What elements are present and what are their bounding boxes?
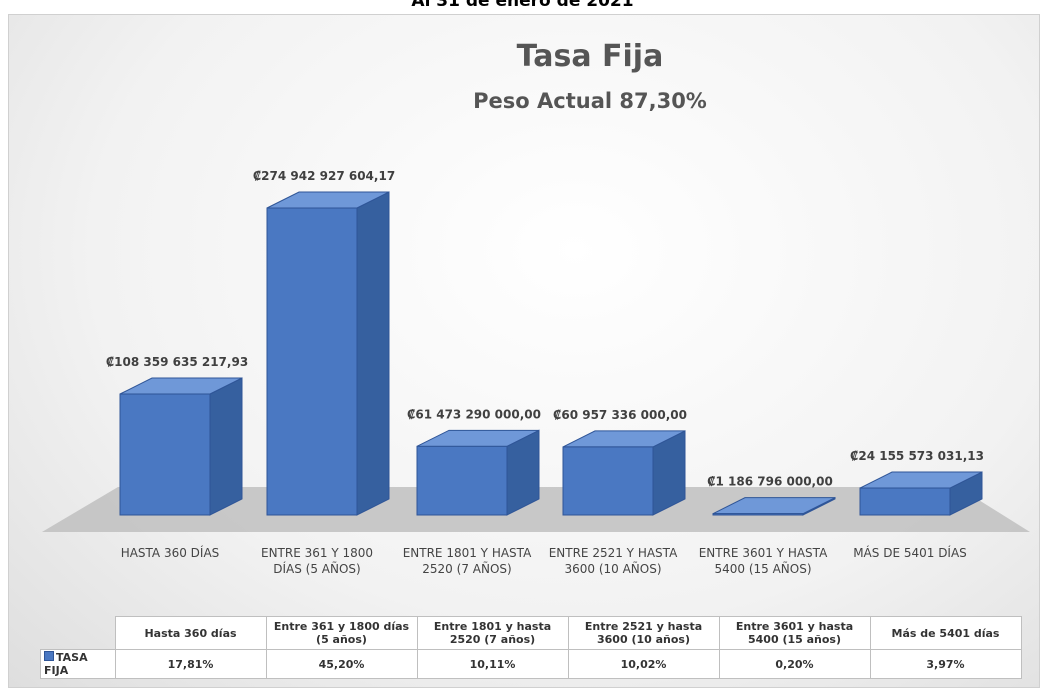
table-cell: 10,11%	[416, 649, 569, 679]
chart-frame	[8, 14, 1040, 688]
bar-side	[209, 377, 243, 516]
data-label: ₡108 359 635 217,93	[106, 355, 248, 369]
bar	[562, 446, 654, 516]
table-header: Entre 361 y 1800 días (5 años)	[265, 616, 418, 650]
data-label: ₡24 155 573 031,13	[850, 449, 984, 463]
x-tick-label: ENTRE 1801 Y HASTA 2520 (7 AÑOS)	[402, 546, 532, 576]
table-header: Entre 2521 y hasta 3600 (10 años)	[567, 616, 720, 650]
x-tick-label: ENTRE 2521 Y HASTA 3600 (10 AÑOS)	[548, 546, 678, 576]
chart-title: Tasa Fija	[517, 39, 664, 74]
data-label: ₡60 957 336 000,00	[553, 408, 687, 422]
table-cell: 45,20%	[265, 649, 418, 679]
bar-side	[356, 191, 390, 516]
table-header: Más de 5401 días	[869, 616, 1022, 650]
table-cell: 17,81%	[114, 649, 267, 679]
bar	[859, 487, 951, 516]
table-cell: 3,97%	[869, 649, 1022, 679]
chart-subtitle: Peso Actual 87,30%	[473, 89, 707, 113]
bar	[266, 207, 358, 516]
bar	[119, 393, 211, 516]
x-tick-label: HASTA 360 DÍAS	[120, 546, 220, 560]
table-header: Entre 3601 y hasta 5400 (15 años)	[718, 616, 871, 650]
bar	[416, 445, 508, 516]
table-header: Entre 1801 y hasta 2520 (7 años)	[416, 616, 569, 650]
header: Al 31 de enero de 2021	[411, 0, 634, 11]
table-cell: 0,20%	[718, 649, 871, 679]
table-header: Hasta 360 días	[114, 616, 267, 650]
legend-label: TASA FIJA	[44, 651, 88, 677]
data-label: ₡61 473 290 000,00	[407, 407, 541, 421]
legend-swatch	[44, 651, 54, 661]
data-label: ₡1 186 796 000,00	[707, 475, 833, 489]
table-cell: 10,02%	[567, 649, 720, 679]
data-label: ₡274 942 927 604,17	[253, 169, 395, 183]
data-table: Hasta 360 días Entre 361 y 1800 días (5 a…	[40, 616, 1022, 679]
bar	[712, 513, 804, 516]
x-tick-label: MÁS DE 5401 DÍAS	[853, 546, 967, 560]
x-tick-label: ENTRE 3601 Y HASTA 5400 (15 AÑOS)	[698, 546, 828, 576]
x-tick-label: ENTRE 361 Y 1800 DÍAS (5 AÑOS)	[260, 546, 374, 576]
